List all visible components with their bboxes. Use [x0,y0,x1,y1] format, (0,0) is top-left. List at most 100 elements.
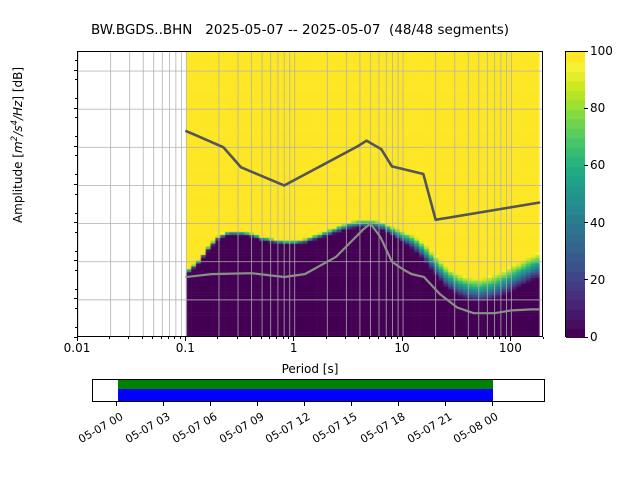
x-minor-tick-mark [499,337,501,340]
y-minor-tick-mark [74,193,77,195]
y-minor-tick-mark [74,98,77,100]
timeline-tick-label: 05-07 09 [216,410,267,446]
timeline-tick-label: 05-07 00 [75,410,126,446]
y-minor-tick-mark [74,307,77,309]
x-tick-label: 0.1 [175,341,195,355]
x-minor-tick-mark [109,337,111,340]
x-minor-tick-mark [128,337,130,340]
ppsd-histogram [78,52,542,336]
y-minor-tick-mark [74,174,77,176]
x-tick-label: 1 [289,341,298,355]
colorbar-tick-label: 100 [590,44,613,58]
y-minor-tick-mark [74,117,77,119]
timeline-tick-label: 05-08 00 [451,410,501,446]
plot-gridlines [78,52,542,336]
timeline-tick-mark [303,402,305,406]
timeline-tick-label: 05-07 12 [263,410,313,446]
x-minor-tick-mark [391,337,393,340]
chart-title: BW.BGDS..BHN 2025-05-07 -- 2025-05-07 (4… [90,22,510,38]
x-minor-tick-mark [282,337,284,340]
y-tick-mark [73,298,77,300]
colorbar[interactable] [565,51,585,338]
x-minor-tick-mark [542,337,544,340]
colorbar-tick-label: 80 [590,101,606,116]
x-minor-tick-mark [217,337,219,340]
timeline-coverage-axes[interactable] [92,379,545,402]
x-minor-tick-mark [396,337,398,340]
y-minor-tick-mark [74,288,77,290]
y-tick-mark [73,107,77,109]
colorbar-tick-mark [584,107,588,109]
y-tick-mark [73,69,77,71]
x-axis-label: Period [s] [281,362,339,376]
timeline-tick-mark [257,402,259,406]
x-minor-tick-mark [288,337,290,340]
x-minor-tick-mark [160,337,162,340]
x-minor-tick-mark [384,337,386,340]
x-tick-mark [509,337,511,341]
y-tick-mark [73,336,77,338]
y-tick-mark [73,183,77,186]
y-minor-tick-mark [74,136,77,138]
y-axis-unit-s-exp: 4 [10,120,20,126]
timeline-tick-mark [491,402,494,406]
x-minor-tick-mark [260,337,262,340]
timeline-tick-mark [445,402,447,406]
noise-model-lines [185,129,541,315]
timeline-tick-mark [398,402,400,406]
x-minor-tick-mark [358,337,360,340]
data-coverage-band [117,380,494,389]
x-minor-tick-mark [269,337,271,340]
x-minor-tick-mark [344,337,346,340]
colorbar-tick-label: 40 [590,215,606,230]
y-minor-tick-mark [74,250,77,252]
y-axis-label-suffix: ] [dB] [11,66,25,101]
y-minor-tick-mark [74,155,77,157]
y-minor-tick-mark [74,79,77,81]
timeline-tick-label: 05-07 18 [357,410,408,446]
timeline-tick-label: 05-07 03 [122,410,173,446]
ppsd-plot-area[interactable] [77,51,543,337]
x-minor-tick-mark [504,337,506,340]
x-minor-tick-mark [368,337,370,340]
x-minor-tick-mark [377,337,379,340]
timeline-tick-mark [116,402,118,406]
timeline-tick-label: 05-07 06 [169,410,220,446]
colorbar-tick-mark [584,336,588,338]
x-minor-tick-mark [179,337,181,340]
colorbar-tick-label: 20 [590,272,606,287]
x-minor-tick-mark [236,337,238,340]
y-tick-mark [73,222,77,224]
x-minor-tick-mark [453,337,455,340]
ppsd-histogram-clip [78,52,542,336]
x-minor-tick-mark [174,337,176,340]
x-tick-mark [401,337,403,341]
x-tick-label: 0.01 [63,341,91,355]
colorbar-tick-mark [584,50,588,52]
colorbar-tick-mark [584,164,588,166]
y-axis-unit-hz: /Hz [11,100,25,121]
x-tick-mark [293,337,295,341]
x-tick-mark [76,337,78,341]
timeline-tick-mark [163,402,165,406]
colorbar-tick-mark [584,222,588,224]
timeline-tick-mark [210,402,212,406]
x-minor-tick-mark [434,337,436,340]
y-axis-unit-m: m [11,141,25,154]
x-minor-tick-mark [466,337,468,340]
y-axis-label: Amplitude [m2/s4/Hz] [dB] [10,0,25,295]
colorbar-tick-label: 60 [590,158,606,173]
y-tick-mark [73,260,77,262]
y-minor-tick-mark [74,212,77,214]
x-minor-tick-mark [250,337,252,340]
y-axis-unit-m-exp: 2 [10,135,20,142]
x-minor-tick-mark [141,337,143,340]
x-minor-tick-mark [152,337,154,340]
x-tick-label: 100 [498,341,522,355]
x-minor-tick-mark [325,337,327,340]
timeline-tick-label: 05-07 15 [310,410,360,446]
x-minor-tick-mark [168,337,170,340]
timeline-tick-label: 05-07 21 [404,410,455,446]
x-minor-tick-mark [276,337,278,340]
